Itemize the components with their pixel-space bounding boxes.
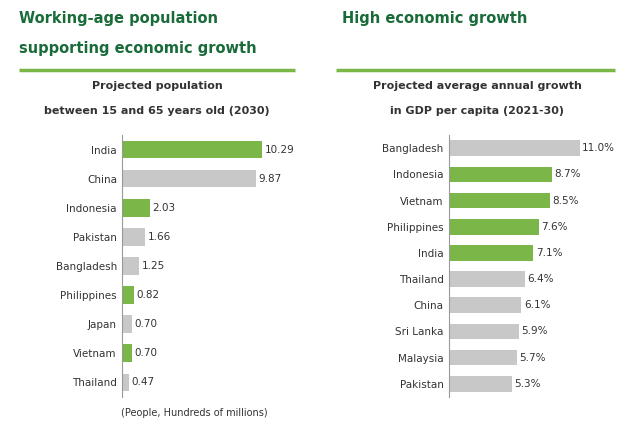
Bar: [449, 297, 521, 313]
Text: 1.66: 1.66: [148, 232, 171, 242]
Text: 1.25: 1.25: [142, 261, 165, 271]
Bar: [449, 245, 533, 261]
Text: 10.29: 10.29: [264, 145, 295, 155]
Bar: [449, 271, 525, 287]
Bar: [122, 257, 139, 275]
Text: supporting economic growth: supporting economic growth: [19, 41, 256, 56]
Text: 5.3%: 5.3%: [514, 379, 541, 388]
Text: Projected population: Projected population: [92, 81, 222, 91]
Text: in GDP per capita (2021-30): in GDP per capita (2021-30): [390, 106, 565, 116]
Bar: [122, 374, 129, 391]
Text: (People, Hundreds of millions): (People, Hundreds of millions): [121, 408, 268, 418]
Bar: [122, 315, 132, 333]
Text: 8.7%: 8.7%: [555, 170, 581, 179]
Bar: [122, 228, 145, 245]
Text: 0.70: 0.70: [134, 319, 158, 329]
Bar: [449, 324, 519, 339]
Bar: [122, 141, 262, 158]
Text: 5.9%: 5.9%: [521, 327, 548, 336]
Bar: [449, 376, 512, 392]
Text: 9.87: 9.87: [259, 174, 282, 184]
Text: Working-age population: Working-age population: [19, 11, 218, 26]
Bar: [449, 350, 517, 365]
Text: 5.7%: 5.7%: [519, 353, 546, 362]
Bar: [449, 167, 552, 182]
Text: 0.82: 0.82: [136, 290, 159, 300]
Text: 6.4%: 6.4%: [528, 274, 554, 284]
Bar: [449, 140, 580, 156]
Text: 2.03: 2.03: [153, 203, 176, 213]
Text: 0.70: 0.70: [134, 348, 158, 358]
Text: 7.1%: 7.1%: [536, 248, 562, 258]
Text: 6.1%: 6.1%: [524, 300, 550, 310]
Bar: [122, 286, 134, 304]
Bar: [449, 219, 539, 235]
Bar: [122, 170, 256, 187]
Text: 8.5%: 8.5%: [552, 196, 579, 205]
Text: Projected average annual growth: Projected average annual growth: [373, 81, 582, 91]
Text: High economic growth: High economic growth: [342, 11, 528, 26]
Bar: [449, 193, 550, 208]
Text: 0.47: 0.47: [131, 377, 154, 387]
Text: 11.0%: 11.0%: [582, 143, 615, 153]
Bar: [122, 199, 150, 217]
Text: 7.6%: 7.6%: [541, 222, 568, 232]
Text: between 15 and 65 years old (2030): between 15 and 65 years old (2030): [44, 106, 270, 116]
Bar: [122, 344, 132, 362]
